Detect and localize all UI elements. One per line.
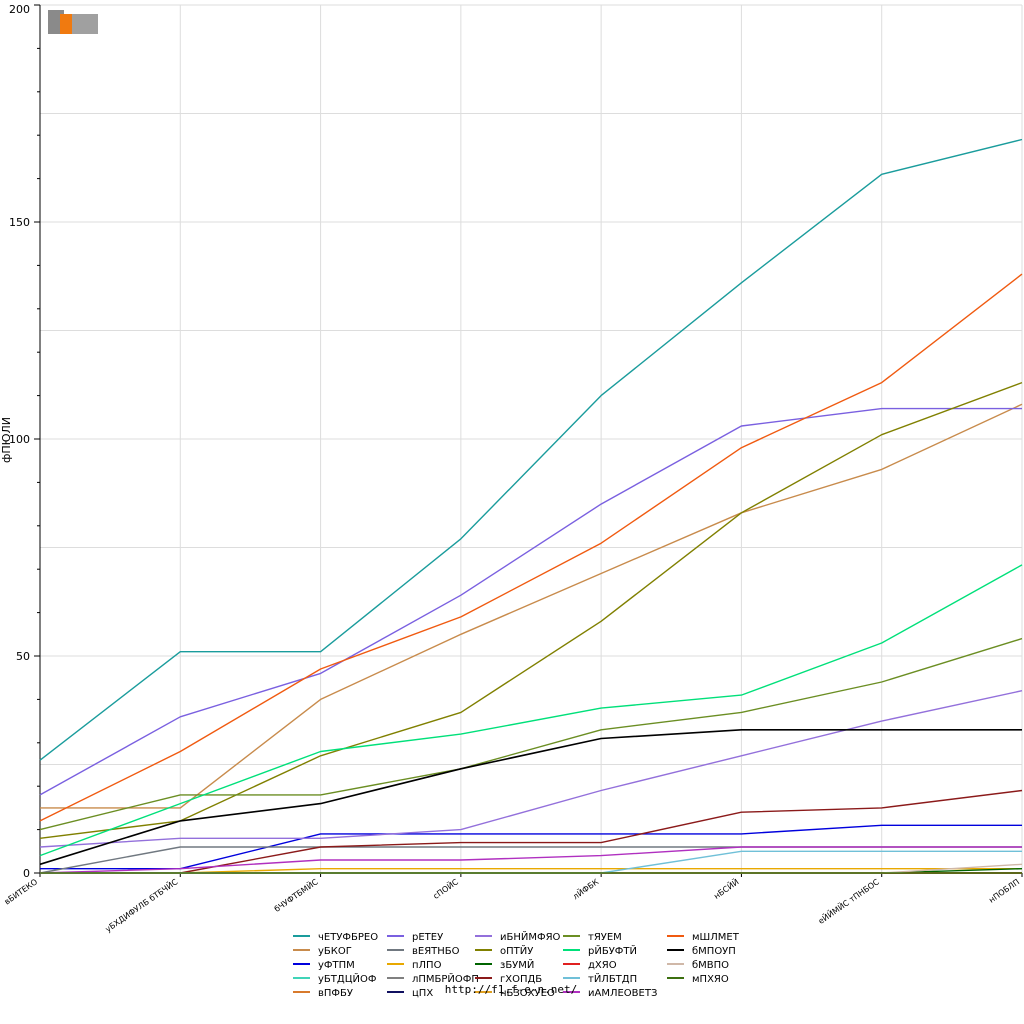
footer-url: http://f1.f-e-n.net/ [445,983,577,996]
legend-label: мШЛМЕТ [692,932,740,943]
x-tick-label: сПОЙС [431,875,461,900]
x-tick-label: бЧУФТБМЙС [272,875,320,914]
y-tick-label: 0 [23,867,30,880]
x-tick-label: вБИТЕКО [3,877,39,906]
legend-label: зБУМЙ [500,958,534,971]
axes [34,4,1023,877]
legend-label: цПХ [412,988,433,999]
legend-label: бМВПО [692,960,729,971]
x-tick-label: лЙФБК [570,875,600,901]
legend-label: рЕТЕУ [412,932,443,943]
series-line-6 [39,407,1022,796]
series-line-2 [40,403,1023,809]
legend-label: нБЗОХУЕО [500,988,555,999]
legend-label: гХОПДБ [500,974,542,985]
y-axis-label: фПЮЛИ [0,417,13,463]
legend-label: пЛПО [412,960,442,971]
series-line-19 [40,850,1022,874]
x-tick-label: еЙЙМЙС тПНБОС [816,875,882,926]
legend-label: бМПОУП [692,946,736,957]
legend-label: уБКОГ [318,946,352,957]
x-tick-label: нБСЙЙ [711,876,740,901]
series-line-3 [40,824,1022,870]
legend-label: оПТЙУ [500,944,533,957]
grid-lines [39,4,1023,874]
logo [48,10,98,34]
series-line-20 [39,846,1022,874]
x-tick-labels: вБИТЕКО уБХДИФУЛБ бТБЧЙС бЧУФТБМЙС сПОЙС лЙФ… [3,875,1021,934]
series-line-22 [39,728,1022,866]
legend-label: уФТПМ [318,960,355,971]
legend-label: иБНЙМФЯО [500,930,561,943]
series-line-1 [39,138,1023,761]
legend-label: иАМЛЕОВЕТЗ [588,988,657,999]
series-line-21 [39,273,1023,822]
legend-label: тЯУЕМ [588,932,622,943]
legend-label: чЕТУФБРЕО [318,932,378,943]
series-line-11 [39,690,1023,848]
y-tick-label: 150 [9,216,30,229]
x-tick-label: нПОБЛП [987,877,1021,904]
legend-label: мПХЯО [692,974,729,985]
x-tick-label: уБХДИФУЛБ бТБЧЙС [103,875,180,934]
logo-mark-en [72,14,98,34]
series-lines [39,138,1023,874]
logo-mark-1 [60,14,72,34]
legend-label: вПФБУ [318,988,353,999]
y-tick-labels: 0 50 100 150 200 [9,3,30,880]
legend-label: лПМБРЙОФП [412,972,479,985]
y-tick-label: 50 [16,650,30,663]
legend-label: рЙБУФТЙ [588,944,637,957]
series-line-17 [39,564,1023,857]
series-line-12 [39,381,1023,839]
series-line-14 [40,789,1023,874]
legend-label: дХЯО [588,960,617,971]
legend-label: тЙЛБТДП [588,972,637,985]
y-tick-label: 100 [9,433,30,446]
legend-label: уБТДЦЙОФ [318,972,377,985]
legend-label: вЕЯТНБО [412,946,460,957]
series-line-8 [40,868,1022,874]
y-tick-label: 200 [9,3,30,16]
